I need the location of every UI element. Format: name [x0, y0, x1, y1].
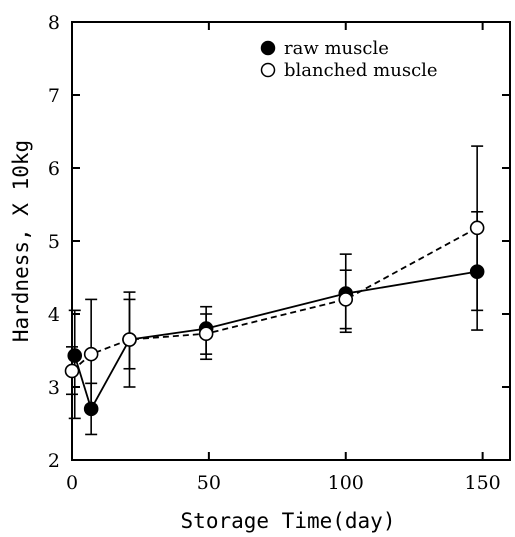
legend-marker-blanched-muscle — [260, 62, 276, 78]
series-raw-muscle — [67, 211, 485, 436]
tick-labels: 0 50 100 150 2 3 4 5 6 7 8 — [48, 12, 501, 494]
legend-label-raw-muscle: raw muscle — [284, 38, 389, 59]
y-tick-label: 8 — [48, 12, 60, 34]
series-blanched-muscle — [64, 145, 485, 407]
data-point — [469, 220, 485, 236]
y-axis-title: Hardness, X 10kg — [9, 140, 33, 342]
ticks — [71, 21, 510, 461]
data-point — [338, 292, 354, 307]
x-axis-title: Storage Time(day) — [181, 509, 396, 533]
x-tick-label: 50 — [197, 472, 221, 494]
data-point — [122, 332, 137, 347]
y-tick-label: 2 — [48, 450, 60, 472]
plot-frame — [71, 21, 511, 461]
data-point — [67, 348, 83, 363]
legend-marker-raw-muscle — [260, 40, 276, 56]
legend: raw muscle blanched muscle — [260, 38, 438, 81]
y-tick-label: 7 — [48, 85, 60, 107]
data-point — [198, 326, 214, 342]
y-tick-label: 6 — [48, 158, 60, 180]
y-tick-label: 5 — [48, 231, 60, 253]
y-tick-label: 4 — [48, 304, 60, 326]
axes — [71, 21, 511, 461]
series-line — [73, 270, 478, 412]
x-tick-label: 100 — [328, 472, 364, 494]
data-point — [83, 346, 99, 362]
x-tick-label: 0 — [66, 472, 78, 494]
series-layer — [64, 145, 485, 436]
legend-label-blanched-muscle: blanched muscle — [284, 60, 438, 81]
x-tick-label: 150 — [464, 472, 500, 494]
data-point — [64, 363, 80, 379]
y-tick-label: 3 — [48, 377, 60, 399]
